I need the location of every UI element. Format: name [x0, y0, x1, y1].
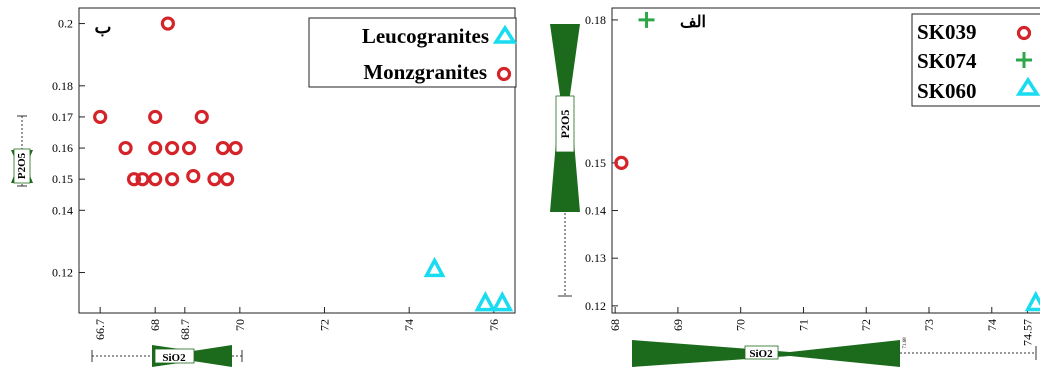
right-x-box-value-label: 71.68 — [903, 337, 908, 349]
right-legend-label-sk039: SK039 — [917, 20, 977, 44]
left-y-tick-label: 0.12 — [52, 266, 73, 280]
left-legend-box — [308, 17, 517, 88]
left-y-axis: 0.2 0.18 0.17 0.16 0.15 0.14 0.12 — [52, 17, 85, 280]
right-y-label-bg — [555, 95, 575, 153]
right-y-tick-label: 0.12 — [585, 299, 606, 313]
left-data-marks — [93, 16, 514, 312]
right-y-axis-title: P2O5 — [558, 110, 572, 139]
left-y-tick-label: 0.2 — [58, 17, 73, 31]
right-legend-marker-circle — [1016, 25, 1032, 41]
right-y-tick-label: 0.14 — [585, 204, 606, 218]
left-legend-marker-circle — [496, 66, 512, 82]
right-legend-label-sk074: SK074 — [917, 49, 977, 73]
right-x-tick-label: 74 — [985, 319, 999, 331]
left-point-monzgranites — [126, 172, 142, 187]
right-x-tick-label: 72 — [859, 319, 873, 331]
left-y-tick-label: 0.14 — [52, 203, 73, 217]
right-panel-label: الف — [680, 14, 706, 31]
left-x-axis: 66.7 68 68.7 70 72 74 76 — [93, 307, 501, 340]
right-point-sk074 — [638, 11, 655, 28]
left-point-monzgranites — [165, 140, 180, 156]
right-legend-label-sk060: SK060 — [917, 79, 977, 103]
right-x-tick-label: 68 — [608, 319, 622, 331]
left-legend-marker-triangle — [492, 24, 518, 44]
right-y-tick-label: 0.15 — [585, 156, 606, 170]
left-x-tick-label: 66.7 — [93, 319, 107, 340]
right-x-boxplot: SiO2 71.68 — [632, 337, 1037, 367]
right-y-axis: 0.18 0.15 0.14 0.13 0.12 — [585, 13, 618, 313]
right-x-tick-label: 73 — [922, 319, 936, 331]
left-point-monzgranites — [148, 140, 163, 156]
right-x-tick-label: 70 — [734, 319, 748, 331]
right-x-tick-label: 71 — [796, 319, 810, 331]
right-point-sk039 — [614, 155, 629, 170]
left-x-tick-label: 70 — [233, 319, 247, 331]
left-legend-label-leucogranites: Leucogranites — [362, 24, 489, 48]
left-x-tick-label: 72 — [318, 319, 332, 331]
left-y-tick-label: 0.15 — [52, 172, 73, 186]
right-panel: 68 69 70 71 72 73 74 74.57 0.18 0.15 0.14 0.13 0.12… — [550, 7, 1040, 367]
left-point-monzgranites — [186, 168, 201, 184]
left-x-axis-title: SiO2 — [162, 352, 186, 364]
left-point-leucogranites — [423, 256, 446, 278]
left-point-monzgranites — [93, 109, 108, 125]
left-x-label-bg — [154, 348, 195, 364]
left-x-tick-label: 74 — [402, 319, 416, 331]
left-legend-label-monzgranites: Monzgranites — [363, 60, 487, 84]
right-y-tick-label: 0.13 — [585, 251, 606, 265]
left-x-tick-label: 76 — [487, 319, 501, 331]
left-y-label-bg — [13, 148, 31, 184]
left-point-monzgranites — [118, 140, 133, 156]
left-y-tick-label: 0.16 — [52, 141, 73, 155]
left-legend: Leucogranites Monzgranites — [308, 17, 518, 88]
right-x-axis: 68 69 70 71 72 73 74 74.57 — [608, 307, 1035, 346]
left-point-monzgranites — [215, 140, 231, 156]
right-legend-marker-plus — [1016, 52, 1032, 68]
left-x-tick-label: 68 — [148, 319, 162, 331]
left-y-boxplot: P2O5 — [11, 115, 33, 187]
left-y-tick-label: 0.18 — [52, 79, 73, 93]
left-x-tick-label: 68.7 — [178, 319, 192, 340]
right-x-tick-label: 69 — [671, 319, 685, 331]
left-y-tick-label: 0.17 — [52, 110, 73, 124]
right-x-axis-title: SiO2 — [749, 348, 773, 360]
left-point-leucogranites — [491, 290, 514, 312]
left-point-monzgranites — [160, 16, 175, 31]
left-point-monzgranites — [228, 140, 243, 156]
right-legend-marker-triangle — [1015, 76, 1040, 96]
left-point-monzgranites — [207, 172, 222, 187]
right-x-label-bg — [744, 345, 779, 360]
left-y-axis-title: P2O5 — [16, 152, 28, 179]
right-legend: SK039 SK074 SK060 — [911, 13, 1040, 107]
left-point-monzgranites — [135, 172, 150, 187]
right-x-tick-label: 74.57 — [1021, 319, 1035, 346]
left-x-boxplot: SiO2 — [91, 345, 243, 367]
left-point-monzgranites — [194, 109, 209, 125]
left-point-monzgranites — [148, 172, 163, 187]
left-point-leucogranites — [474, 290, 497, 312]
left-panel: 66.7 68 68.7 70 72 74 76 0.20.180.170.160.150.… — [11, 7, 518, 367]
left-point-monzgranites — [220, 172, 235, 187]
left-point-monzgranites — [148, 109, 163, 125]
left-point-monzgranites — [165, 172, 180, 187]
left-point-monzgranites — [181, 140, 197, 156]
right-y-tick-label: 0.18 — [585, 13, 606, 27]
left-panel-label: ب — [95, 17, 112, 37]
right-y-boxplot: P2O5 — [550, 24, 580, 297]
